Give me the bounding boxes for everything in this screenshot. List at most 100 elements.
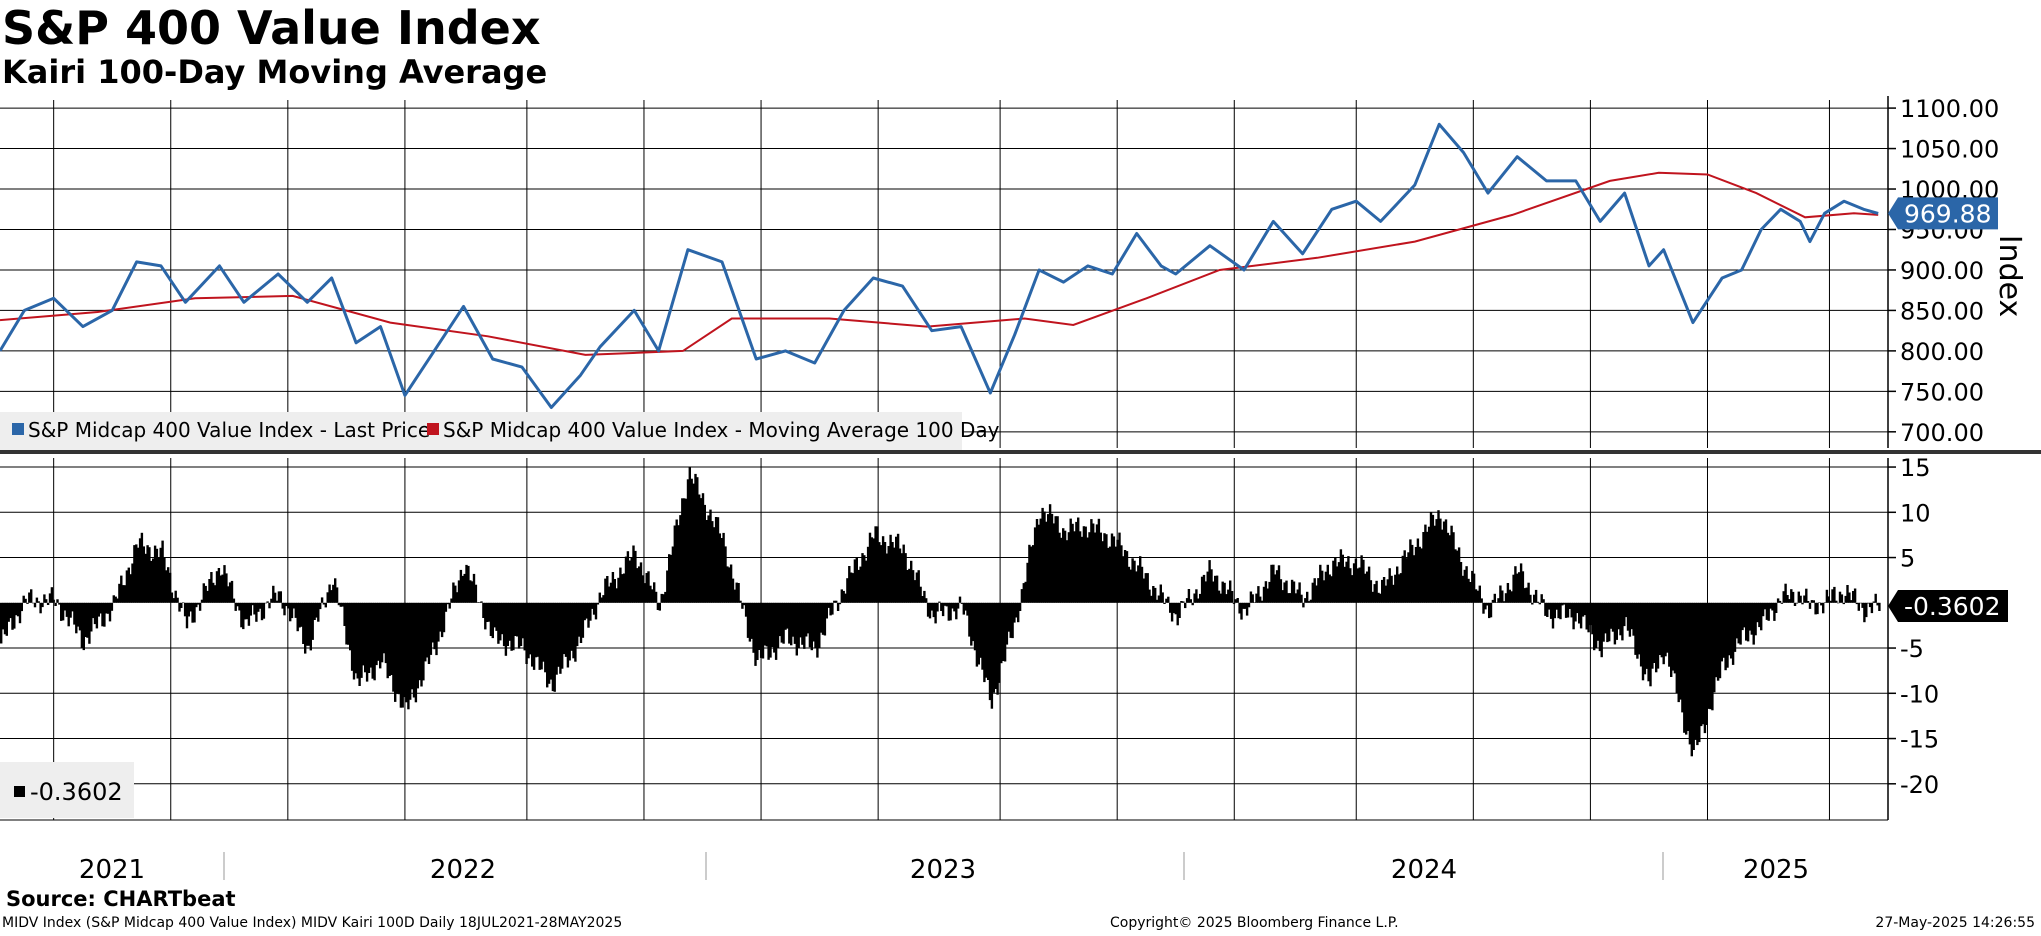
kairi-bar xyxy=(579,602,583,643)
kairi-bar xyxy=(1322,580,1326,603)
kairi-bar xyxy=(300,602,303,627)
kairi-bar xyxy=(752,602,755,653)
kairi-bar xyxy=(1409,539,1412,603)
kairi-bar xyxy=(1412,555,1416,603)
kairi-bar xyxy=(1255,593,1258,603)
kairi-bar xyxy=(1364,573,1367,603)
bottom-y-tick-label: -5 xyxy=(1900,635,1924,663)
kairi-bar xyxy=(195,602,198,608)
kairi-bar xyxy=(399,602,403,708)
top-y-tick-label: 900.00 xyxy=(1900,257,1984,285)
kairi-bar xyxy=(872,538,875,603)
kairi-bar xyxy=(1290,579,1294,603)
kairi-bar xyxy=(144,553,147,603)
kairi-bar xyxy=(848,566,851,603)
kairi-bar xyxy=(457,580,461,603)
kairi-bar xyxy=(420,602,423,687)
kairi-bar xyxy=(170,592,174,603)
kairi-bar xyxy=(1052,523,1055,603)
kairi-bar xyxy=(1686,602,1690,731)
kairi-bar xyxy=(1122,556,1125,603)
kairi-bar xyxy=(1604,602,1607,634)
kairi-bar xyxy=(360,602,363,678)
kairi-bar xyxy=(604,578,607,603)
kairi-bar xyxy=(827,602,830,608)
kairi-bar xyxy=(1439,518,1442,603)
kairi-bar xyxy=(1750,602,1753,635)
kairi-bar xyxy=(891,542,894,603)
kairi-bar xyxy=(163,557,166,603)
kairi-bar xyxy=(1681,602,1684,713)
kairi-bar xyxy=(240,602,243,628)
kairi-bar xyxy=(356,602,359,679)
kairi-bar xyxy=(765,602,768,647)
kairi-bar xyxy=(257,602,260,612)
kairi-bar xyxy=(1163,602,1166,604)
kairi-bar xyxy=(1384,585,1388,603)
kairi-bar xyxy=(287,602,290,609)
kairi-bar xyxy=(806,602,810,634)
kairi-bar xyxy=(707,515,710,603)
kairi-bar xyxy=(1035,519,1039,603)
kairi-bar xyxy=(649,585,652,603)
kairi-bar xyxy=(1140,566,1144,603)
kairi-bar xyxy=(1375,580,1378,603)
kairi-bar xyxy=(1848,592,1851,603)
kairi-bar xyxy=(1791,591,1795,603)
kairi-bar xyxy=(1356,568,1359,603)
kairi-bar xyxy=(1157,595,1161,603)
kairi-bar xyxy=(1852,591,1855,603)
kairi-bar xyxy=(191,602,194,623)
kairi-bar xyxy=(758,602,761,650)
kairi-bar xyxy=(304,602,307,654)
kairi-bar xyxy=(1110,533,1114,603)
kairi-bar xyxy=(1638,602,1641,655)
kairi-bar xyxy=(202,583,205,603)
kairi-bar xyxy=(1427,526,1431,603)
kairi-bar xyxy=(302,602,305,644)
kairi-bar xyxy=(529,602,532,655)
kairi-bar xyxy=(1448,535,1451,603)
kairi-bar xyxy=(1262,586,1266,603)
kairi-bar xyxy=(1420,548,1423,603)
kairi-bar xyxy=(519,602,523,646)
kairi-legend-value: -0.3602 xyxy=(30,778,123,806)
kairi-bar xyxy=(1360,555,1363,603)
kairi-bar xyxy=(581,602,585,638)
kairi-bar xyxy=(425,602,429,658)
kairi-bar xyxy=(105,602,108,614)
kairi-bar xyxy=(412,602,416,698)
kairi-bar xyxy=(767,602,770,660)
kairi-bar xyxy=(1705,602,1708,725)
kairi-bar xyxy=(801,602,804,645)
kairi-bar xyxy=(953,602,956,612)
kairi-bar xyxy=(692,483,695,603)
kairi-bar xyxy=(915,572,919,603)
kairi-bar xyxy=(1615,602,1618,640)
kairi-bar xyxy=(1097,518,1101,603)
kairi-bar xyxy=(270,598,273,603)
kairi-bar xyxy=(1531,602,1534,605)
kairi-bar xyxy=(1715,602,1718,678)
kairi-bar xyxy=(1043,511,1046,603)
kairi-bar xyxy=(1838,591,1842,603)
kairi-bar xyxy=(1497,598,1500,603)
kairi-bar xyxy=(1067,532,1071,603)
kairi-bar xyxy=(713,527,716,603)
kairi-bar xyxy=(390,602,393,675)
kairi-bar xyxy=(1184,602,1187,609)
kairi-bar xyxy=(728,567,731,603)
kairi-bar xyxy=(31,602,35,604)
kairi-bar xyxy=(910,560,913,603)
kairi-bar xyxy=(1482,602,1485,614)
kairi-bar xyxy=(1739,602,1742,645)
kairi-bar xyxy=(1078,531,1082,603)
kairi-bar xyxy=(1861,602,1864,608)
footer-timestamp: 27-May-2025 14:26:55 xyxy=(1875,915,2035,931)
kairi-bar xyxy=(1369,580,1373,603)
kairi-bar xyxy=(461,575,464,603)
kairi-bar xyxy=(1444,519,1448,603)
kairi-bar xyxy=(684,498,688,603)
kairi-bar xyxy=(1718,602,1722,679)
kairi-bar xyxy=(1523,588,1526,603)
